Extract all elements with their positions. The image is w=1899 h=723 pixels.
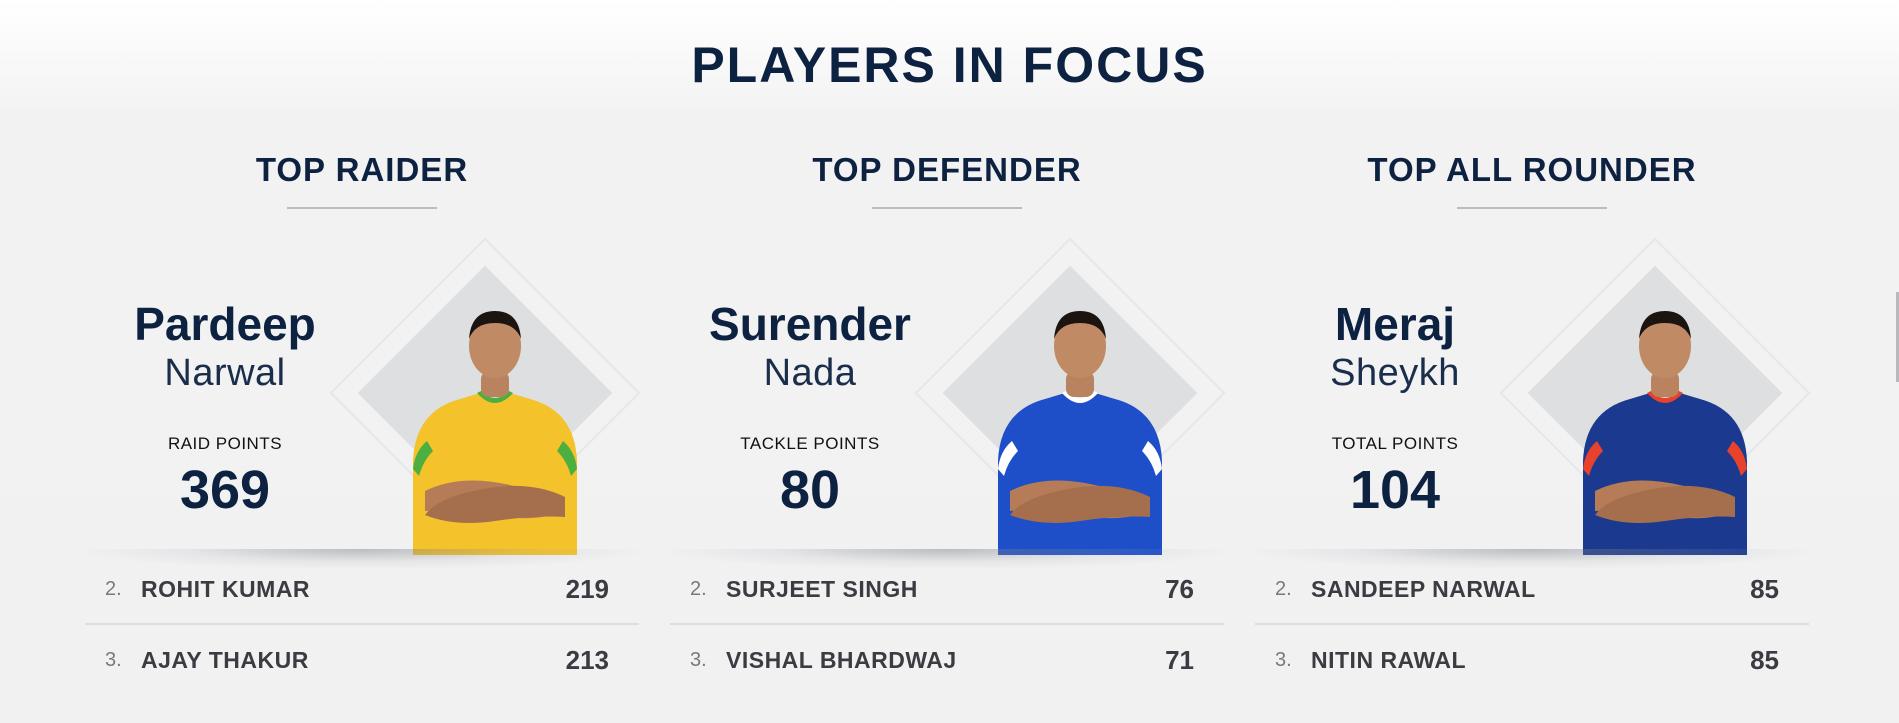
stat-value: 80 <box>779 460 841 520</box>
leader-info: Surender Nada TACKLE POINTS 80 <box>670 298 950 520</box>
column-title: TOP ALL ROUNDER <box>1367 151 1697 188</box>
leader-first-name: Pardeep <box>134 298 316 350</box>
stat-label: RAID POINTS <box>167 434 283 453</box>
leader-last-name: Nada <box>763 352 857 394</box>
scrollbar-thumb[interactable] <box>1896 292 1899 382</box>
card-shadow <box>85 549 639 569</box>
rank-number: 3. <box>1275 648 1292 671</box>
title-divider <box>287 207 437 209</box>
leader-first-name: Meraj <box>1334 298 1456 350</box>
player-name: VISHAL BHARDWAJ <box>726 646 957 673</box>
card-shadow <box>1255 549 1809 569</box>
stat-value: 104 <box>1349 460 1441 520</box>
rank-number: 2. <box>105 577 122 600</box>
top-all-rounder-column: TOP ALL ROUNDER Meraj Sheykh TOTAL POINT… <box>1255 150 1811 710</box>
list-item[interactable]: 3. VISHAL BHARDWAJ 71 <box>670 625 1224 695</box>
leader-last-name: Sheykh <box>1330 352 1460 394</box>
list-item[interactable]: 2. SURJEET SINGH 76 <box>670 555 1224 625</box>
list-item[interactable]: 2. SANDEEP NARWAL 85 <box>1255 555 1809 625</box>
column-title: TOP RAIDER <box>255 151 469 188</box>
players-in-focus-columns: TOP RAIDER Pardeep Narwal RAID POINTS 36… <box>85 150 1811 710</box>
player-points: 85 <box>1750 644 1779 675</box>
player-points: 85 <box>1750 573 1779 604</box>
player-points: 71 <box>1165 644 1194 675</box>
player-name: SURJEET SINGH <box>726 575 918 602</box>
page-title: PLAYERS IN FOCUS <box>691 37 1208 93</box>
rank-number: 2. <box>1275 577 1292 600</box>
player-points: 213 <box>565 644 609 675</box>
column-title: TOP DEFENDER <box>812 151 1082 188</box>
player-points: 76 <box>1165 573 1194 604</box>
leader-last-name: Narwal <box>164 352 286 394</box>
top-raider-column: TOP RAIDER Pardeep Narwal RAID POINTS 36… <box>85 150 641 710</box>
list-item[interactable]: 2. ROHIT KUMAR 219 <box>85 555 639 625</box>
rank-number: 2. <box>690 577 707 600</box>
player-points: 219 <box>565 573 609 604</box>
rank-number: 3. <box>690 648 707 671</box>
title-divider <box>872 207 1022 209</box>
leader-card[interactable]: Pardeep Narwal RAID POINTS 369 <box>85 237 641 569</box>
player-name: AJAY THAKUR <box>141 646 309 673</box>
leader-card[interactable]: Surender Nada TACKLE POINTS 80 <box>670 237 1226 569</box>
player-name: SANDEEP NARWAL <box>1311 575 1536 602</box>
rank-list: 2. ROHIT KUMAR 219 3. AJAY THAKUR 213 <box>85 555 639 695</box>
player-name: NITIN RAWAL <box>1311 646 1466 673</box>
rank-number: 3. <box>105 648 122 671</box>
rank-list: 2. SURJEET SINGH 76 3. VISHAL BHARDWAJ 7… <box>670 555 1224 695</box>
card-shadow <box>670 549 1224 569</box>
player-name: ROHIT KUMAR <box>141 575 311 602</box>
stat-value: 369 <box>179 460 271 520</box>
list-item[interactable]: 3. NITIN RAWAL 85 <box>1255 625 1809 695</box>
leader-info: Meraj Sheykh TOTAL POINTS 104 <box>1255 298 1535 520</box>
player-photo <box>990 301 1170 555</box>
player-photo <box>405 301 585 555</box>
title-divider <box>1457 207 1607 209</box>
stat-label: TOTAL POINTS <box>1331 434 1459 453</box>
leader-first-name: Surender <box>709 298 911 350</box>
leader-card[interactable]: Meraj Sheykh TOTAL POINTS 104 <box>1255 237 1811 569</box>
top-defender-column: TOP DEFENDER Surender Nada TACKLE POINTS… <box>670 150 1226 710</box>
rank-list: 2. SANDEEP NARWAL 85 3. NITIN RAWAL 85 <box>1255 555 1809 695</box>
stat-label: TACKLE POINTS <box>740 434 880 453</box>
leader-info: Pardeep Narwal RAID POINTS 369 <box>85 298 365 520</box>
player-photo <box>1575 301 1755 555</box>
list-item[interactable]: 3. AJAY THAKUR 213 <box>85 625 639 695</box>
